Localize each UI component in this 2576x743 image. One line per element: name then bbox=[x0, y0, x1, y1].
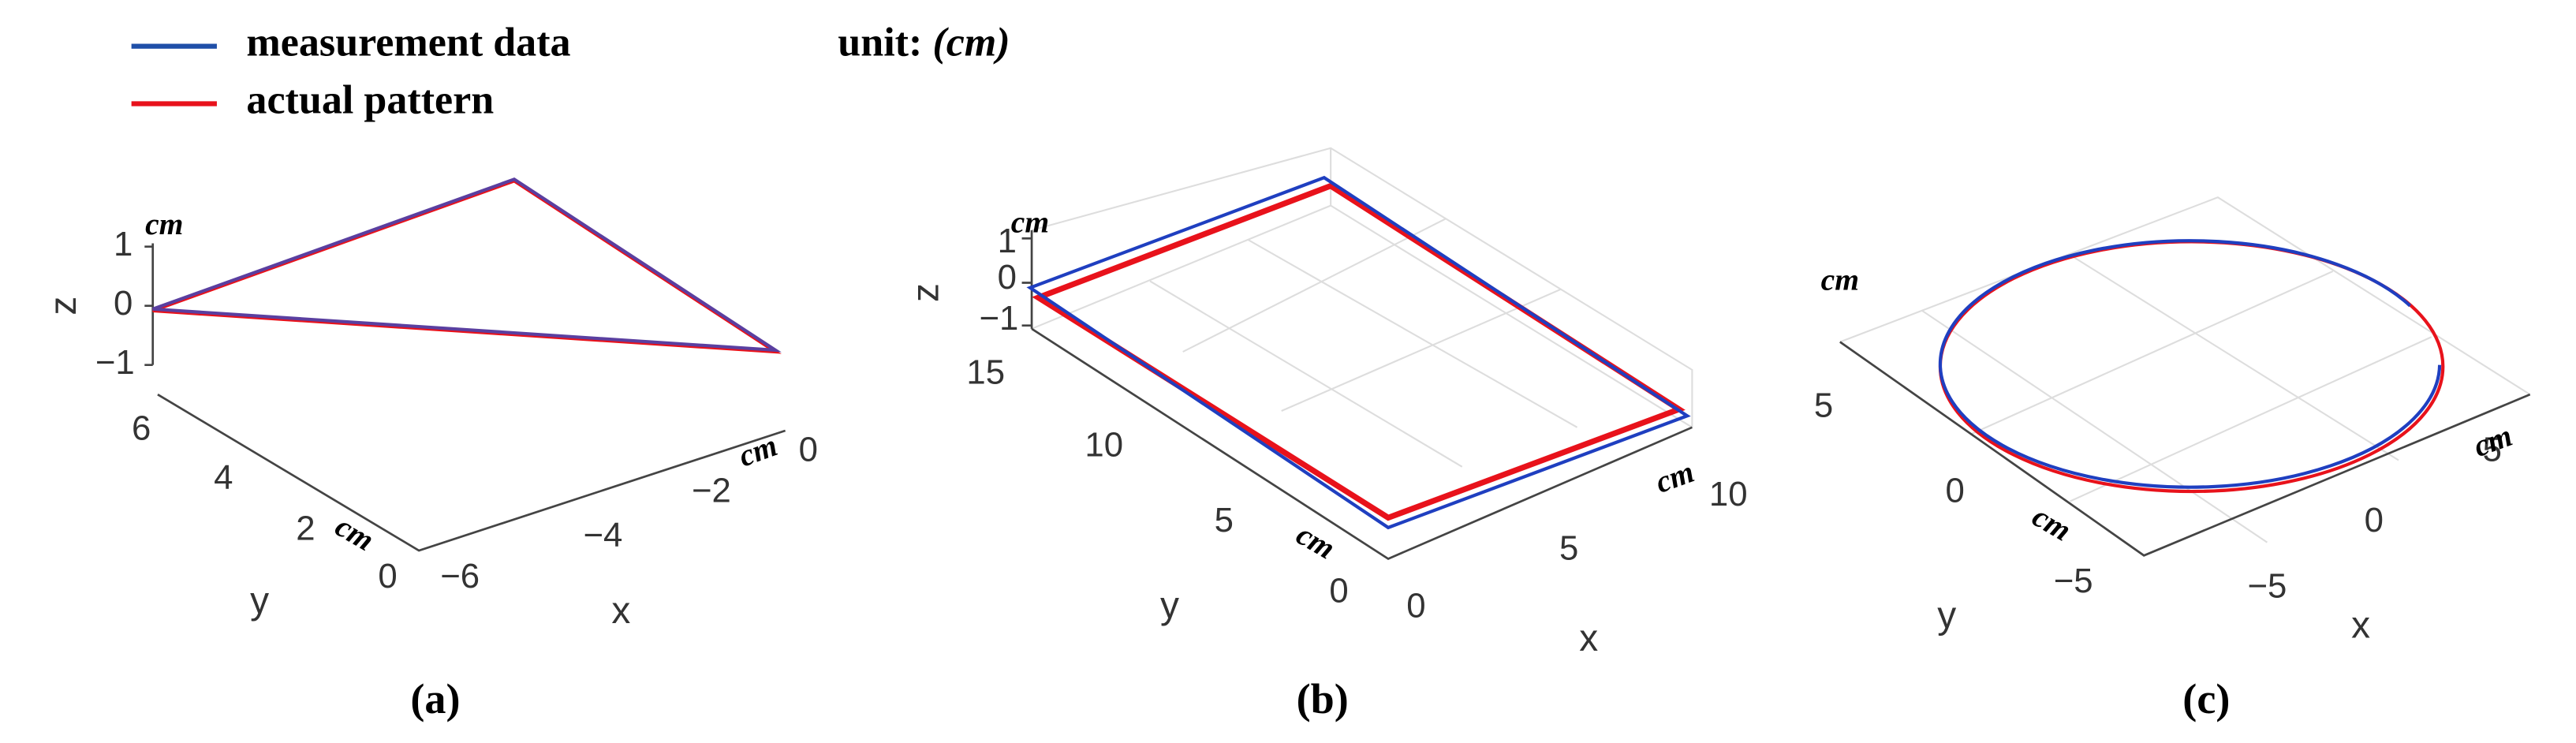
pattern-trajectory bbox=[152, 179, 782, 354]
unit-label: cm bbox=[1821, 263, 1859, 297]
tick-label: 0 bbox=[1406, 586, 1425, 625]
tick-label: 5 bbox=[1559, 529, 1578, 568]
tick-label: 0 bbox=[114, 284, 133, 323]
axis-label: y bbox=[250, 580, 269, 622]
axis-label: z bbox=[905, 283, 946, 302]
unit-label: cm bbox=[1651, 454, 1698, 500]
panel-b: 1 0 −1 z cm 15 10 5 0 y cm 0 5 10 x cm (… bbox=[905, 147, 1748, 722]
unit-label: cm bbox=[2026, 498, 2077, 547]
tick-label: 4 bbox=[214, 458, 233, 497]
tick-label: 5 bbox=[2483, 431, 2502, 469]
tick-label: −2 bbox=[692, 472, 731, 510]
tick-label: 1 bbox=[114, 225, 133, 263]
tick-label: −1 bbox=[979, 299, 1018, 338]
measured-trajectory bbox=[152, 177, 782, 353]
tick-label: 0 bbox=[1329, 572, 1348, 610]
caption: (b) bbox=[1297, 675, 1349, 722]
tick-label: −4 bbox=[583, 516, 622, 554]
axis-label: y bbox=[1160, 585, 1179, 627]
tick-label: 0 bbox=[1945, 472, 1964, 510]
tick-label: −5 bbox=[2247, 566, 2287, 605]
legend-label: measurement data bbox=[246, 21, 570, 65]
tick-label: 5 bbox=[1215, 501, 1234, 540]
tick-label: −1 bbox=[95, 343, 135, 382]
panel-a: 1 0 −1 z cm 6 4 2 0 y cm 0 −2 −4 −6 x cm… bbox=[43, 177, 818, 722]
unit-text: unit: (cm) bbox=[838, 21, 1010, 65]
measured-trajectory bbox=[1026, 175, 1691, 530]
tick-label: 5 bbox=[1814, 386, 1833, 424]
measured-trajectory bbox=[1938, 239, 2442, 489]
legend-label: actual pattern bbox=[246, 77, 494, 122]
axis-label: y bbox=[1937, 595, 1956, 637]
tick-label: 10 bbox=[1709, 475, 1748, 513]
caption: (c) bbox=[2182, 675, 2230, 722]
unit-label: cm bbox=[1011, 205, 1049, 240]
tick-label: 0 bbox=[998, 258, 1017, 297]
tick-label: −6 bbox=[440, 557, 480, 596]
tick-label: 0 bbox=[378, 557, 397, 596]
tick-label: 0 bbox=[2365, 501, 2384, 540]
tick-label: 15 bbox=[966, 353, 1005, 392]
unit-value: (cm) bbox=[932, 21, 1010, 65]
tick-label: 6 bbox=[132, 409, 151, 448]
tick-label: 10 bbox=[1085, 425, 1123, 464]
axis-label: x bbox=[1579, 618, 1598, 659]
tick-label: 2 bbox=[296, 510, 315, 548]
pattern-trajectory bbox=[1032, 182, 1686, 521]
axis-label: z bbox=[43, 297, 84, 315]
unit-label: cm bbox=[145, 207, 183, 241]
unit-label: cm bbox=[330, 509, 380, 558]
unit-label: unit: bbox=[838, 21, 922, 65]
panel-c: cm 5 0 −5 y cm −5 0 5 x cm (c) bbox=[1814, 196, 2531, 722]
axis-label: x bbox=[611, 590, 630, 632]
tick-label: 1 bbox=[998, 222, 1017, 260]
unit-label: cm bbox=[2469, 418, 2516, 464]
axis-label: x bbox=[2351, 605, 2370, 647]
tick-label: −5 bbox=[2054, 562, 2093, 600]
caption: (a) bbox=[410, 675, 460, 722]
tick-label: 0 bbox=[799, 431, 818, 469]
